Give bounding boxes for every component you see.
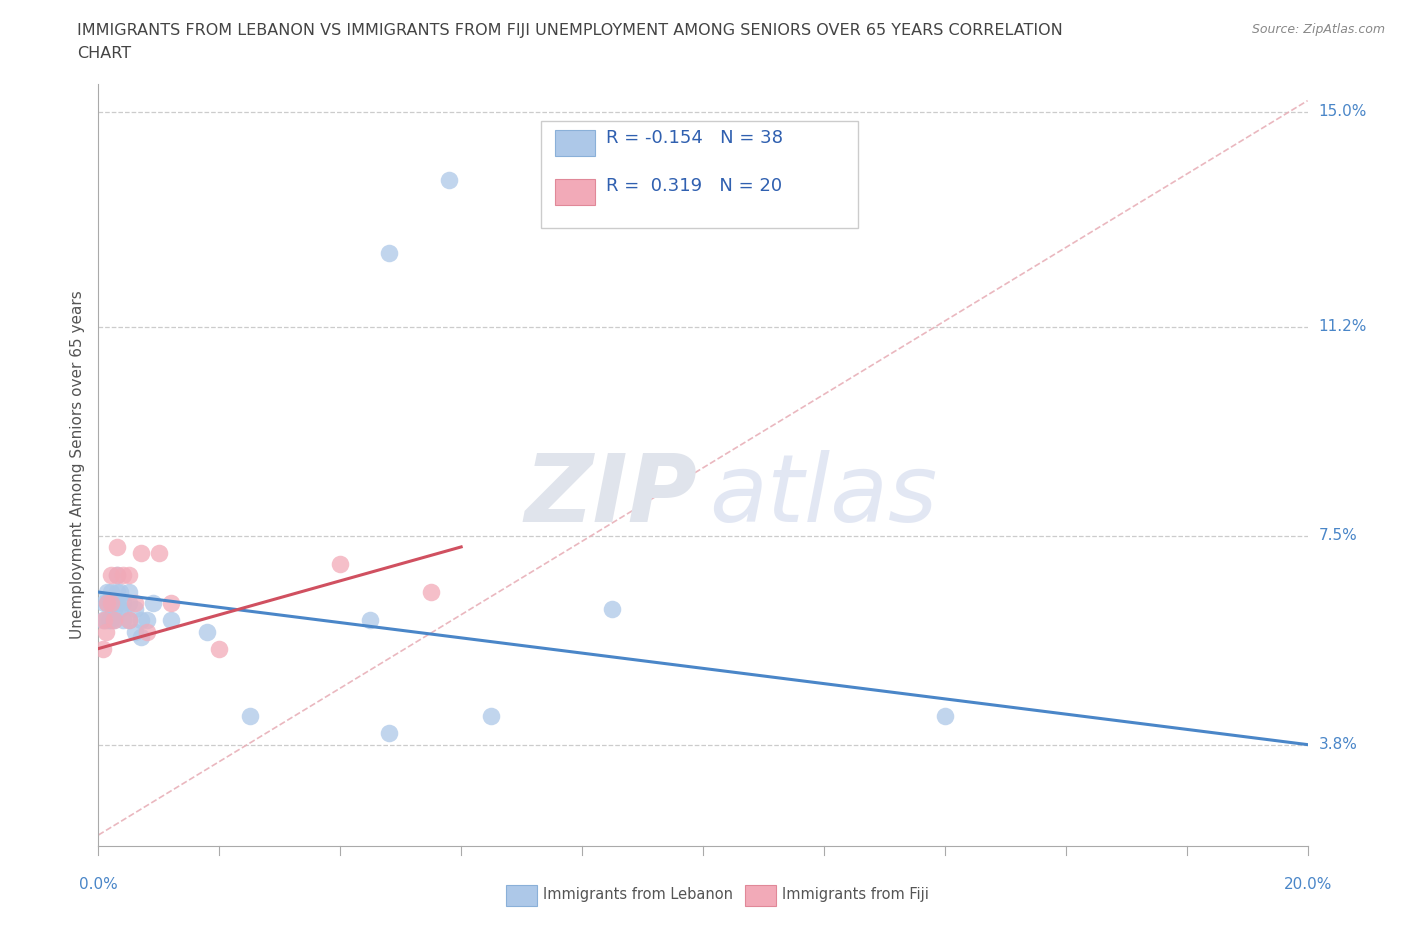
Point: [94, 624, 117, 639]
Point: [208, 641, 231, 656]
Point: [111, 596, 134, 611]
Point: [135, 613, 157, 628]
Point: [100, 567, 122, 582]
Point: [239, 709, 262, 724]
Point: [329, 556, 352, 571]
Point: [93, 596, 115, 611]
Text: Immigrants from Fiji: Immigrants from Fiji: [782, 887, 928, 902]
Text: IMMIGRANTS FROM LEBANON VS IMMIGRANTS FROM FIJI UNEMPLOYMENT AMONG SENIORS OVER : IMMIGRANTS FROM LEBANON VS IMMIGRANTS FR…: [77, 23, 1063, 38]
Point: [111, 613, 134, 628]
Point: [124, 596, 146, 611]
Point: [103, 613, 125, 628]
Text: Immigrants from Lebanon: Immigrants from Lebanon: [543, 887, 733, 902]
Point: [96, 596, 118, 611]
Point: [94, 613, 117, 628]
Point: [118, 613, 141, 628]
Text: CHART: CHART: [77, 46, 131, 61]
Text: 3.8%: 3.8%: [1319, 737, 1358, 752]
Point: [100, 613, 122, 628]
Point: [100, 585, 122, 600]
Point: [142, 596, 165, 611]
Point: [135, 624, 157, 639]
Text: 11.2%: 11.2%: [1319, 319, 1367, 334]
Point: [377, 246, 399, 260]
Point: [105, 585, 128, 600]
Point: [437, 172, 460, 187]
Point: [93, 613, 115, 628]
Text: 20.0%: 20.0%: [1284, 877, 1331, 892]
Text: atlas: atlas: [709, 450, 938, 541]
Point: [160, 596, 183, 611]
Point: [160, 613, 183, 628]
Point: [100, 596, 122, 611]
Text: R =  0.319   N = 20: R = 0.319 N = 20: [606, 177, 782, 195]
Point: [124, 602, 146, 617]
Point: [148, 545, 170, 560]
Point: [129, 545, 152, 560]
Point: [118, 585, 141, 600]
Point: [98, 613, 121, 628]
Text: ZIP: ZIP: [524, 449, 697, 541]
Text: 0.0%: 0.0%: [79, 877, 118, 892]
Point: [111, 567, 134, 582]
Point: [129, 613, 152, 628]
Point: [100, 596, 122, 611]
Point: [124, 624, 146, 639]
Point: [108, 602, 131, 617]
Point: [195, 624, 218, 639]
Y-axis label: Unemployment Among Seniors over 65 years: Unemployment Among Seniors over 65 years: [69, 290, 84, 640]
Point: [377, 726, 399, 741]
Point: [118, 613, 141, 628]
Point: [103, 613, 125, 628]
Point: [108, 585, 131, 600]
Point: [105, 539, 128, 554]
Point: [103, 602, 125, 617]
Point: [602, 602, 624, 617]
Text: 15.0%: 15.0%: [1319, 104, 1367, 119]
Point: [91, 613, 114, 628]
Point: [105, 567, 128, 582]
Point: [96, 585, 118, 600]
Point: [96, 596, 118, 611]
Point: [420, 585, 443, 600]
Point: [118, 596, 141, 611]
Point: [118, 567, 141, 582]
Point: [360, 613, 382, 628]
Point: [105, 567, 128, 582]
Point: [481, 709, 503, 724]
Point: [934, 709, 956, 724]
Text: Source: ZipAtlas.com: Source: ZipAtlas.com: [1251, 23, 1385, 36]
Text: R = -0.154   N = 38: R = -0.154 N = 38: [606, 128, 783, 147]
Point: [129, 630, 152, 644]
Point: [100, 596, 122, 611]
Point: [105, 596, 128, 611]
Point: [91, 641, 114, 656]
Text: 7.5%: 7.5%: [1319, 528, 1357, 543]
